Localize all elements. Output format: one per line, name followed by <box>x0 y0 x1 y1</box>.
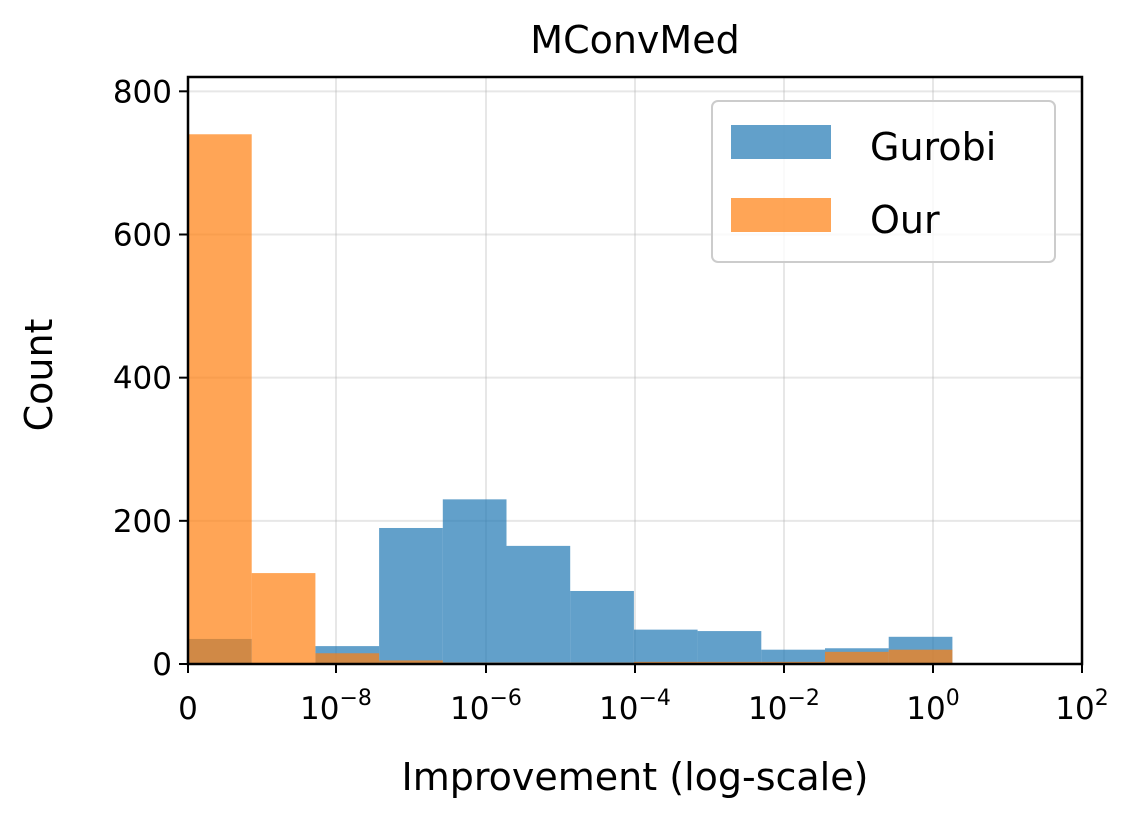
y-tick-label: 0 <box>152 647 172 683</box>
bar-our <box>888 649 953 664</box>
bars <box>188 134 953 664</box>
x-tick-label: 102 <box>1055 686 1108 727</box>
chart-title: MConvMed <box>530 18 739 62</box>
legend-swatch-our <box>731 198 831 232</box>
series-our <box>188 134 953 664</box>
y-tick-label: 400 <box>113 361 172 397</box>
bar-our <box>315 653 380 664</box>
x-tick-label: 10−2 <box>748 686 820 727</box>
bar-gurobi <box>379 527 443 664</box>
y-tick-label: 200 <box>113 504 172 540</box>
bar-gurobi <box>697 631 762 664</box>
legend: Gurobi Our <box>711 100 1056 263</box>
legend-label-our: Our <box>870 198 940 242</box>
x-axis-label: Improvement (log-scale) <box>402 755 869 799</box>
y-tick-label: 800 <box>113 74 172 110</box>
bar-our <box>188 134 252 664</box>
bar-gurobi <box>570 590 634 664</box>
x-ticks: 0 10−8 10−6 10−4 10−2 100 102 <box>178 664 1109 727</box>
y-ticks: 0 200 400 600 800 <box>113 74 188 683</box>
x-tick-label: 0 <box>178 691 198 727</box>
y-axis-label: Count <box>17 319 61 432</box>
bar-our <box>379 660 443 664</box>
x-tick-label: 10−6 <box>450 686 522 727</box>
legend-swatch-gurobi <box>731 125 831 159</box>
bar-gurobi <box>506 545 571 664</box>
x-tick-label: 10−8 <box>300 686 372 727</box>
bar-our <box>825 651 889 664</box>
bar-our <box>251 573 316 664</box>
legend-label-gurobi: Gurobi <box>870 125 996 169</box>
bar-gurobi <box>761 649 825 664</box>
x-tick-label: 100 <box>906 686 959 727</box>
x-tick-label: 10−4 <box>599 686 671 727</box>
bar-gurobi <box>442 499 507 664</box>
y-tick-label: 600 <box>113 217 172 253</box>
bar-gurobi <box>633 629 698 664</box>
